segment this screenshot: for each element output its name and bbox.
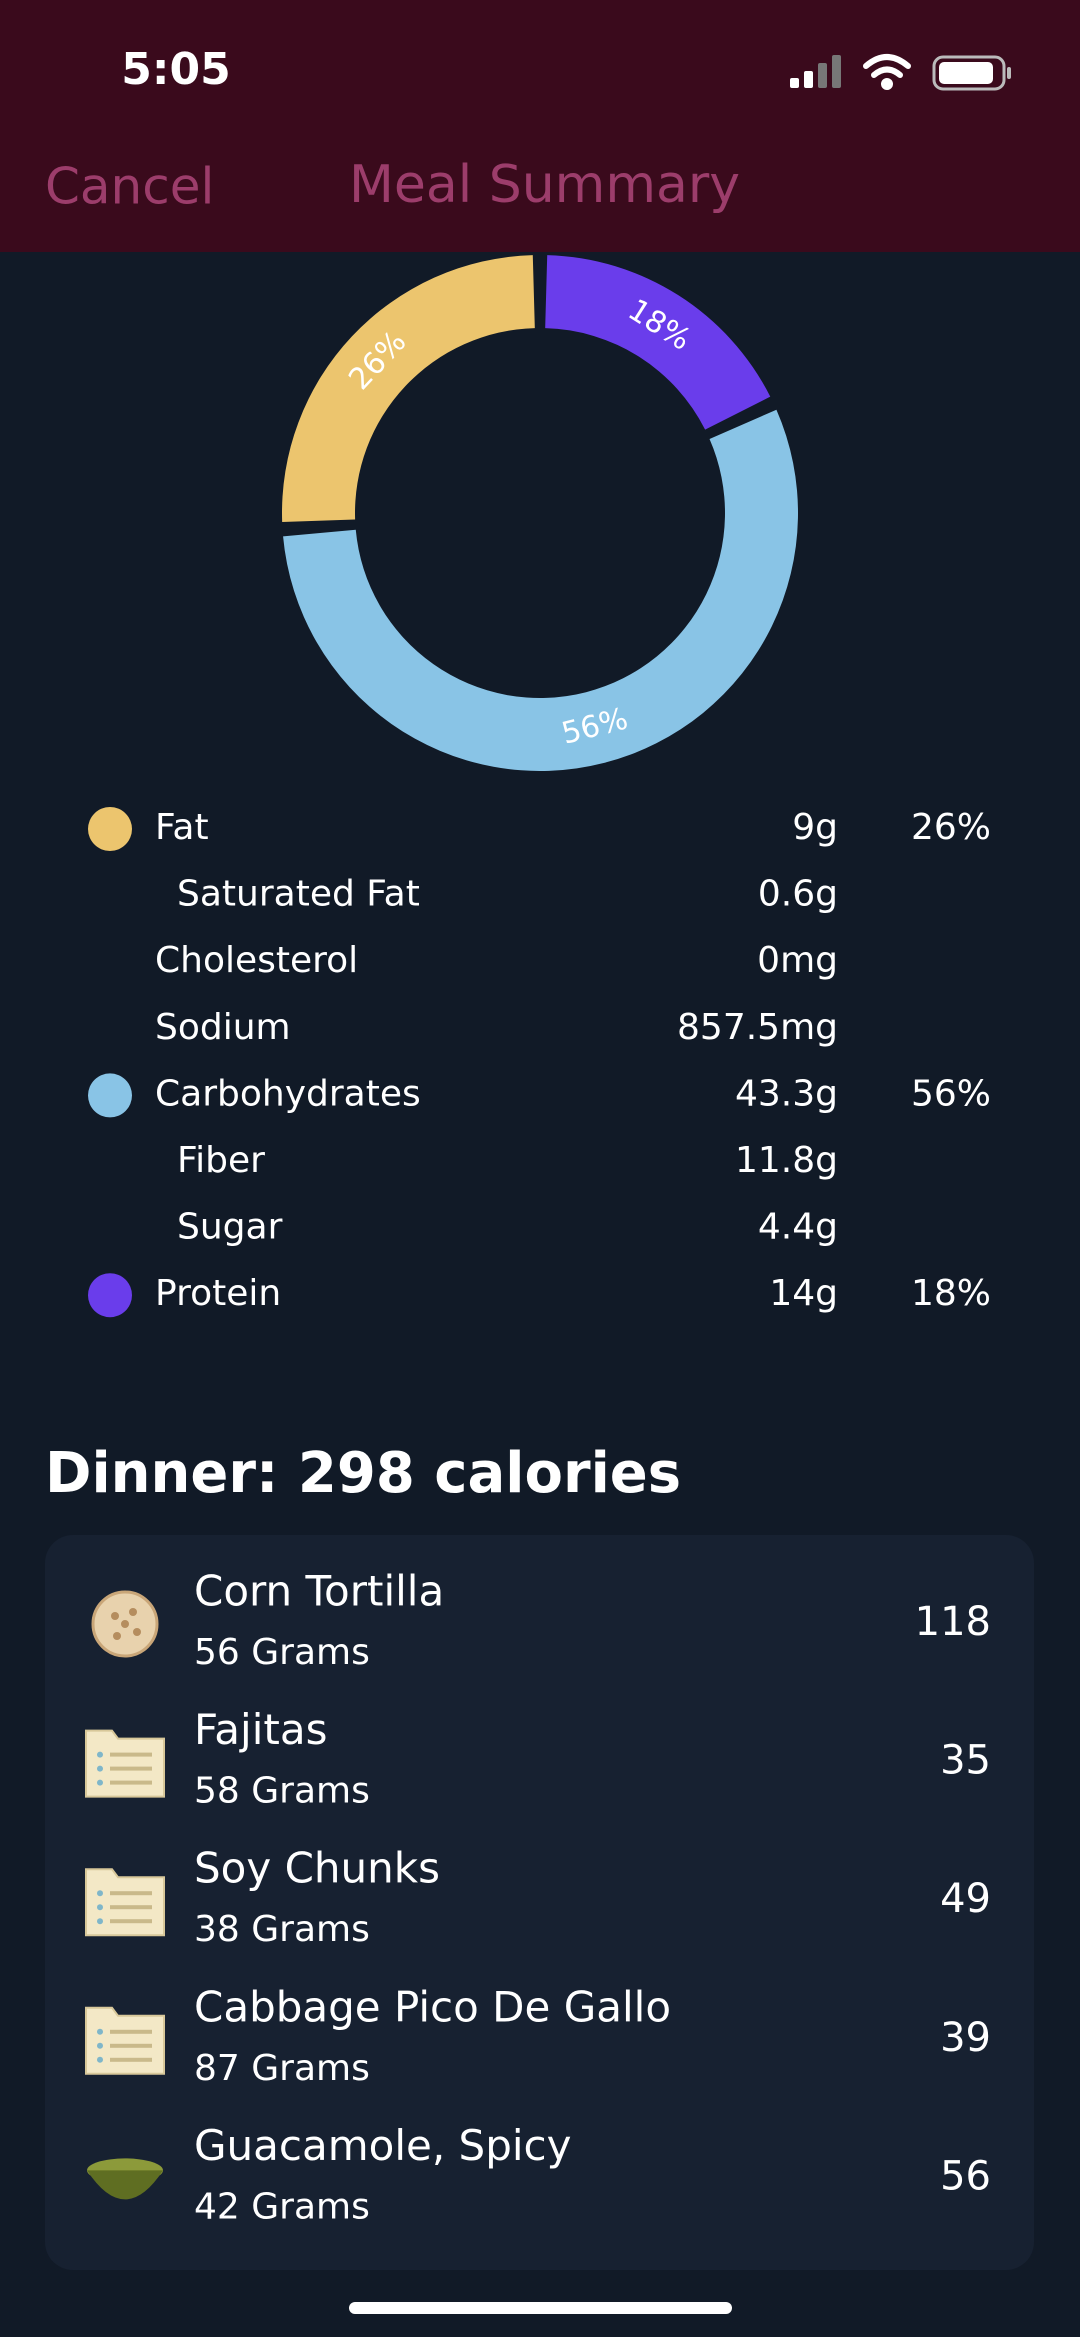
food-amount: 58 Grams <box>194 1771 370 1812</box>
food-icon-dot <box>97 2056 103 2063</box>
nutrient-name: Sugar <box>177 1207 283 1248</box>
food-icon-bowl <box>87 2170 163 2200</box>
food-icon-dot <box>97 1890 103 1897</box>
food-icon <box>85 1729 165 1798</box>
nutrient-amount: 11.8g <box>735 1140 838 1181</box>
nutrient-name: Cholesterol <box>155 940 358 981</box>
food-amount: 56 Grams <box>194 1632 370 1673</box>
food-icon-spot <box>121 1620 129 1628</box>
food-icon <box>85 1868 165 1937</box>
nutrient-amount: 9g <box>792 807 838 848</box>
food-icon-line <box>110 1752 152 1757</box>
food-calories: 56 <box>940 2153 991 2199</box>
meal-title: Dinner: 298 calories <box>45 1441 681 1506</box>
nav-bar <box>0 0 1080 252</box>
food-icon-line <box>110 2029 152 2034</box>
food-icon <box>85 2006 165 2075</box>
nutrient-table: Fat 9g 26% Saturated Fat 0.6g Cholesterol 0mg S… <box>88 807 991 1318</box>
food-icon-dot <box>97 1751 103 1758</box>
nutrient-name: Protein <box>155 1273 281 1314</box>
signal-icon <box>790 55 841 88</box>
food-icon-line <box>110 2043 152 2048</box>
food-calories: 118 <box>915 1599 991 1645</box>
food-icon-dot <box>97 1765 103 1772</box>
wifi-icon <box>863 54 911 90</box>
home-indicator <box>349 2302 732 2314</box>
food-name[interactable]: Soy Chunks <box>194 1844 440 1893</box>
food-card <box>45 1535 1034 2270</box>
nutrient-amount: 14g <box>769 1273 838 1314</box>
cancel-button[interactable]: Cancel <box>45 158 214 216</box>
food-icon-line <box>110 1905 152 1910</box>
donut-chart: 26%56%18% <box>282 255 799 771</box>
legend-dot <box>88 1073 132 1118</box>
food-list: Corn Tortilla 56 Grams 118 Fajitas 58 Grams 3… <box>85 1567 991 2227</box>
food-icon-line <box>110 1919 152 1924</box>
food-icon-line <box>110 1780 152 1785</box>
nutrient-amount: 4.4g <box>758 1207 838 1248</box>
food-name[interactable]: Cabbage Pico De Gallo <box>194 1982 671 2031</box>
food-icon-dot <box>97 1904 103 1911</box>
food-icon-dot <box>97 1918 103 1925</box>
nutrient-name: Carbohydrates <box>155 1073 421 1114</box>
food-icon-spot <box>113 1632 121 1640</box>
nutrient-percent: 18% <box>911 1273 991 1314</box>
nutrient-percent: 26% <box>911 807 991 848</box>
status-time: 5:05 <box>121 44 230 95</box>
battery-icon <box>932 55 1011 91</box>
nutrient-amount: 857.5mg <box>677 1007 838 1048</box>
food-name[interactable]: Fajitas <box>194 1705 327 1754</box>
food-amount: 87 Grams <box>194 2048 370 2089</box>
nav-title: Meal Summary <box>349 155 740 215</box>
nutrient-amount: 0.6g <box>758 874 838 915</box>
food-icon-line <box>110 2057 152 2062</box>
food-icon-spot <box>111 1612 119 1620</box>
nutrient-name: Fat <box>155 807 209 848</box>
donut-segment <box>282 255 535 522</box>
food-icon-spot <box>133 1628 141 1636</box>
food-icon-line <box>110 1891 152 1896</box>
food-amount: 42 Grams <box>194 2186 370 2227</box>
nutrient-name: Saturated Fat <box>177 874 420 915</box>
food-name[interactable]: Corn Tortilla <box>194 1567 444 1616</box>
food-amount: 38 Grams <box>194 1909 370 1950</box>
food-icon-line <box>110 1766 152 1771</box>
nutrient-percent: 56% <box>911 1073 991 1114</box>
legend-dot <box>88 807 132 851</box>
food-calories: 39 <box>940 2015 991 2061</box>
food-icon-dot <box>97 2028 103 2035</box>
nutrient-name: Sodium <box>155 1007 291 1048</box>
donut-segment <box>283 409 799 771</box>
food-icon-dot <box>97 1779 103 1786</box>
food-calories: 49 <box>940 1876 991 1922</box>
nutrient-amount: 43.3g <box>735 1073 838 1114</box>
legend-dot <box>88 1273 132 1318</box>
food-name[interactable]: Guacamole, Spicy <box>194 2121 572 2170</box>
nutrient-amount: 0mg <box>757 940 838 981</box>
donut-segment <box>545 255 771 430</box>
nutrient-name: Fiber <box>177 1140 265 1181</box>
food-icon-dot <box>97 2042 103 2049</box>
food-icon-spot <box>129 1608 137 1616</box>
food-calories: 35 <box>940 1738 991 1784</box>
